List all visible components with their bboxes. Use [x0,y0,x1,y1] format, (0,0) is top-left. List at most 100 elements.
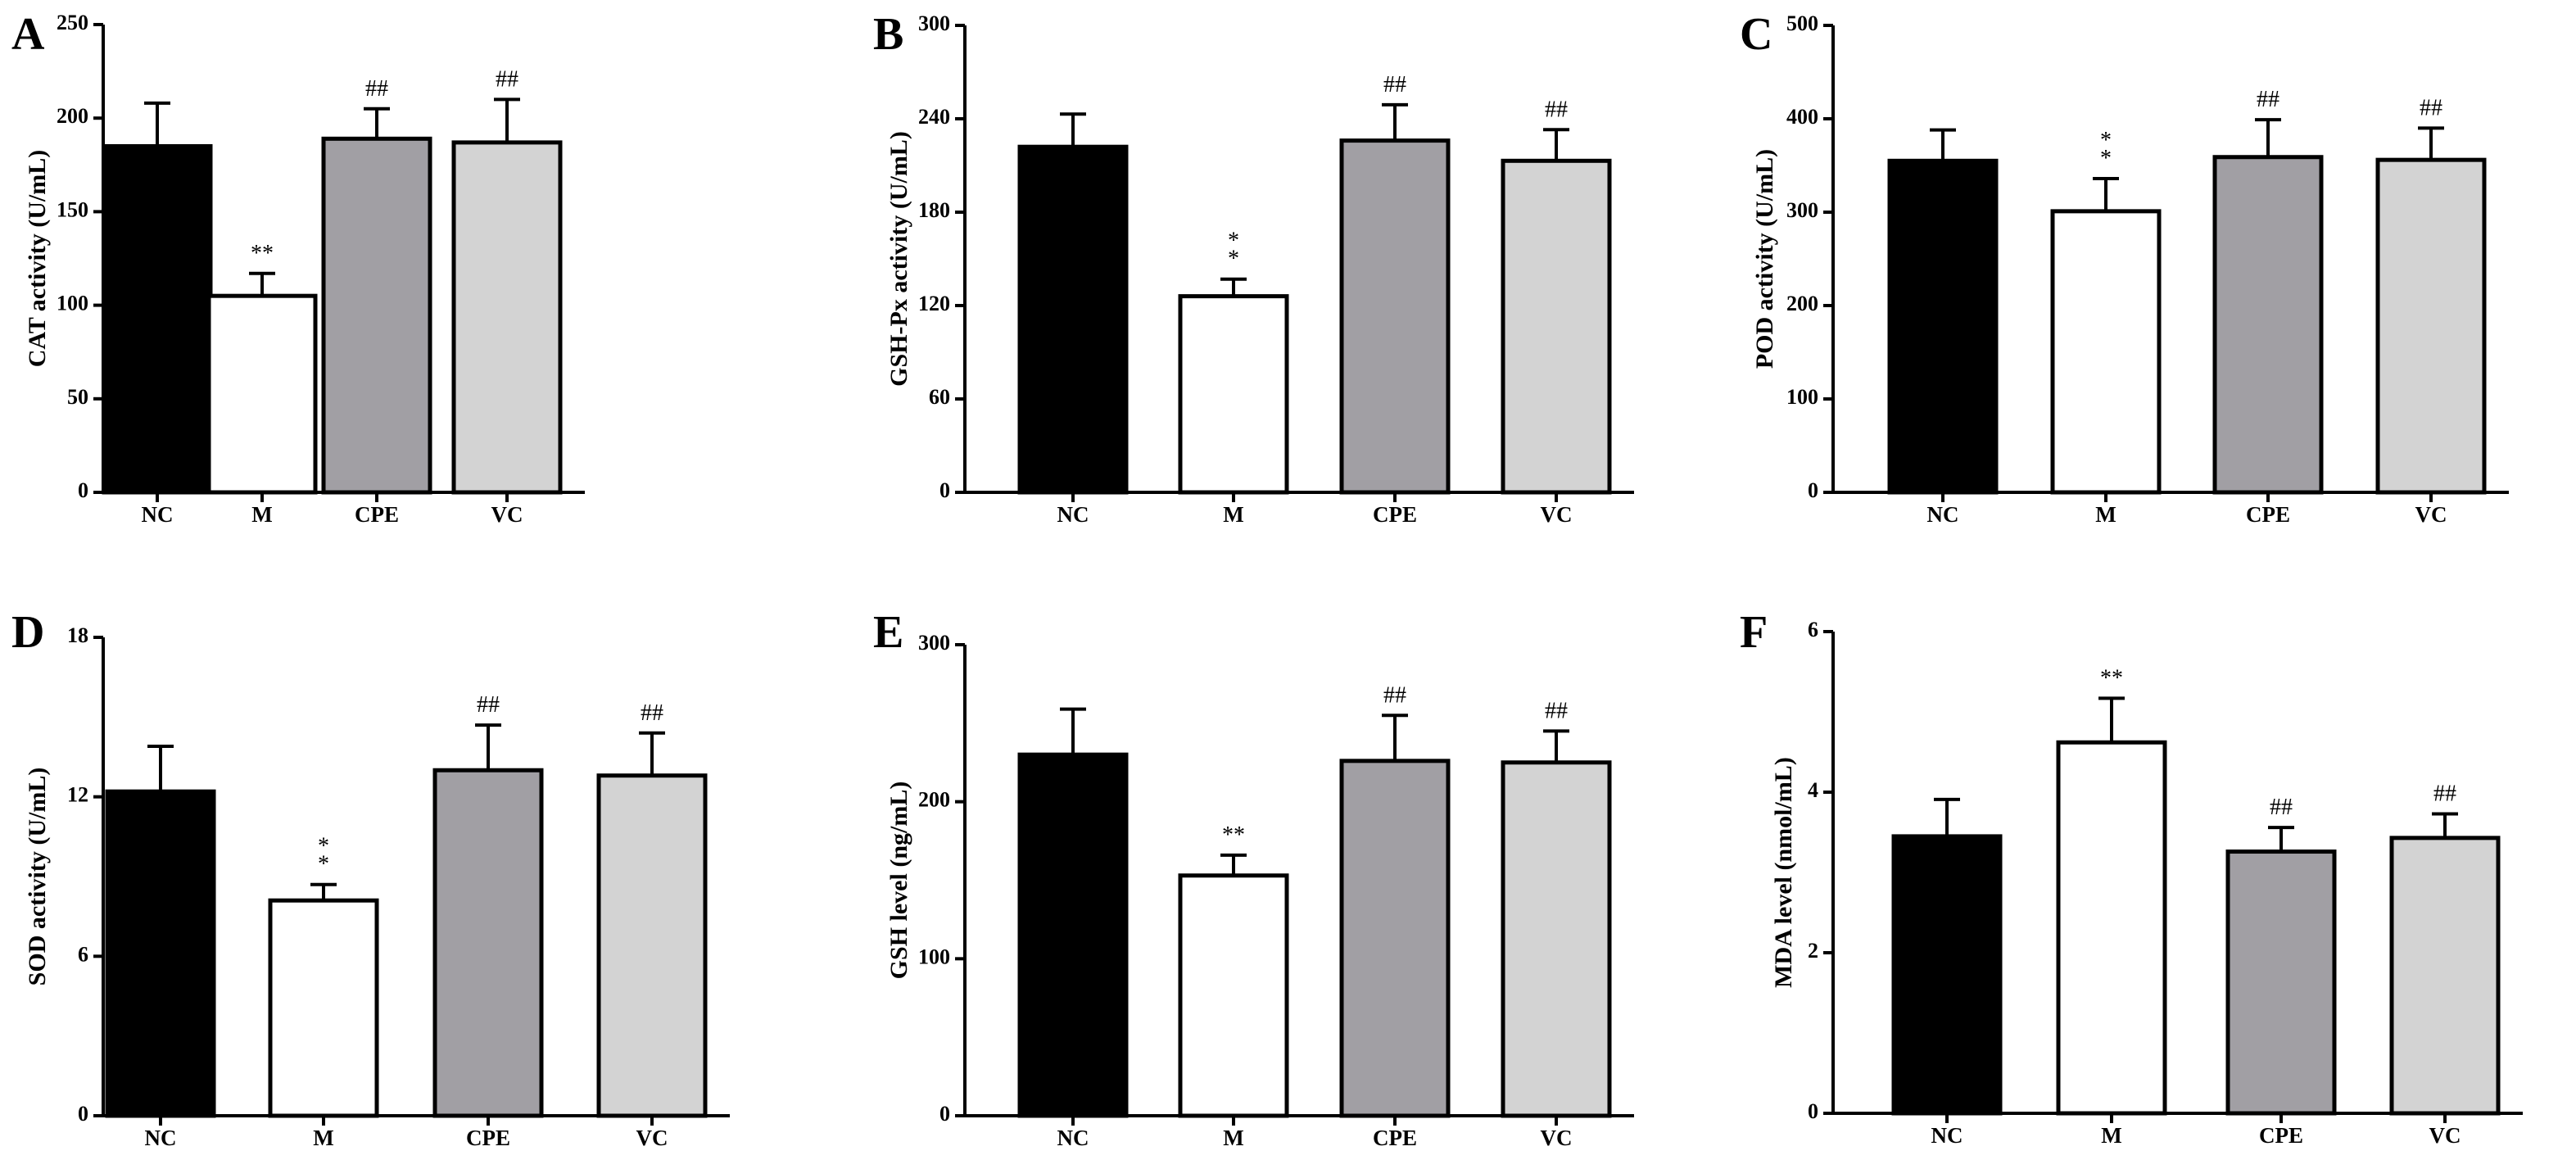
significance-d-m: * * [318,834,329,877]
significance-b-cpe: ## [1383,72,1406,97]
significance-c-vc: ## [2420,95,2442,120]
error-bar-d-cpe [475,723,501,771]
significance-a-cpe: ## [365,76,388,102]
y-tick-label-a-0: 0 [78,478,88,502]
y-tick-label-c-500: 500 [1786,11,1818,35]
error-bar-a-nc [144,101,170,147]
error-bar-b-m [1220,277,1247,297]
y-tick-label-f-0: 0 [1808,1099,1818,1123]
error-bar-e-nc [1060,707,1086,755]
bar-b-nc [1017,144,1129,495]
y-axis-label-b: GSH-Px activity (U/mL) [885,131,912,387]
bar-a-cpe [321,136,432,495]
x-tick-label-c-m: M [2095,502,2116,527]
bar-a-m [206,293,318,495]
error-bar-a-m [249,271,275,297]
error-bar-f-m [2098,696,2125,743]
bar-d-m [268,898,379,1118]
y-tick-label-c-400: 400 [1786,105,1818,129]
y-tick-label-a-50: 50 [67,385,88,409]
y-tick-label-f-2: 2 [1808,939,1818,963]
bar-d-cpe [432,768,544,1118]
error-bar-e-cpe [1382,714,1408,761]
y-tick-label-b-180: 180 [918,198,950,222]
x-tick-label-b-nc: NC [1057,502,1089,527]
error-bar-d-nc [147,745,174,792]
error-bar-a-vc [494,97,520,143]
x-tick-label-c-nc: NC [1927,502,1959,527]
significance-e-cpe: ## [1383,682,1406,708]
bar-c-cpe [2212,155,2324,495]
y-tick-label-e-200: 200 [918,788,950,812]
y-tick-label-b-60: 60 [929,385,950,409]
x-tick-label-e-vc: VC [1541,1126,1573,1150]
error-bar-f-vc [2432,812,2458,838]
x-tick-label-e-nc: NC [1057,1126,1089,1150]
y-tick-label-e-100: 100 [918,945,950,968]
panel-letter-e: E [873,607,903,658]
panel-c: C POD activity (U/mL) NC * * M ## CPE ## VC 0 100 20… [1740,9,2509,527]
x-tick-label-f-vc: VC [2429,1123,2461,1148]
bar-f-m [2056,740,2167,1116]
error-bar-d-m [310,882,337,901]
x-tick-label-f-m: M [2101,1123,2121,1148]
error-bar-b-cpe [1382,102,1408,141]
panel-b: B GSH-Px activity (U/mL) NC * * M ## CPE ## VC 0 60… [873,9,1634,527]
x-tick-label-c-vc: VC [2415,502,2447,527]
significance-e-vc: ## [1545,698,1568,723]
error-bar-a-cpe [364,106,390,139]
x-tick-label-b-vc: VC [1541,502,1573,527]
y-tick-label-b-300: 300 [918,11,950,35]
bar-b-cpe [1339,138,1451,495]
panel-f: F MDA level (nmol/mL) NC ** M ## CPE ## VC 0 2 4 6 [1740,607,2523,1148]
error-bar-b-vc [1543,128,1569,161]
bar-b-vc [1501,158,1612,495]
x-tick-label-a-vc: VC [491,502,523,527]
error-bar-c-cpe [2255,118,2281,157]
y-tick-label-c-300: 300 [1786,198,1818,222]
bar-d-nc [105,789,216,1118]
x-tick-label-a-cpe: CPE [355,502,399,527]
y-tick-label-f-4: 4 [1808,778,1818,802]
bar-e-nc [1017,752,1129,1118]
panel-e: E GSH level (ng/mL) NC ** M ## CPE ## VC 0 100 200 3… [873,607,1634,1150]
x-tick-label-d-nc: NC [145,1126,177,1150]
panel-letter-f: F [1740,607,1768,658]
x-tick-label-d-cpe: CPE [466,1126,510,1150]
bar-c-vc [2375,157,2487,495]
significance-a-m: ** [251,241,274,266]
x-tick-label-f-cpe: CPE [2259,1123,2303,1148]
x-tick-label-c-cpe: CPE [2246,502,2290,527]
significance-d-cpe: ## [477,692,500,718]
panel-a: A CAT activity (U/mL) NC ** M ## CPE ## VC 0 50 100… [11,9,585,527]
bar-c-nc [1887,158,1999,495]
error-bar-f-nc [1934,797,1960,836]
significance-b-vc: ## [1545,97,1568,122]
error-bar-e-vc [1543,729,1569,763]
y-tick-label-d-18: 18 [67,623,88,647]
bar-e-vc [1501,760,1612,1118]
x-tick-label-f-nc: NC [1931,1123,1963,1148]
x-tick-label-b-m: M [1223,502,1243,527]
x-tick-label-e-m: M [1223,1126,1243,1150]
significance-a-vc: ## [496,66,518,92]
significance-e-m: ** [1222,822,1245,848]
error-bar-b-nc [1060,112,1086,147]
error-bar-c-nc [1930,128,1956,161]
bar-d-vc [596,773,708,1118]
bar-c-m [2050,209,2162,495]
y-tick-label-c-100: 100 [1786,385,1818,409]
y-tick-label-a-100: 100 [57,292,88,315]
significance-b-m: * * [1228,229,1239,272]
bar-b-m [1178,294,1289,495]
significance-d-vc: ## [641,700,663,726]
significance-c-cpe: ## [2257,87,2279,112]
y-tick-label-d-0: 0 [78,1102,88,1126]
bar-a-vc [451,140,563,495]
bar-f-vc [2389,836,2501,1116]
significance-f-vc: ## [2433,781,2456,806]
y-tick-label-b-240: 240 [918,105,950,129]
y-tick-label-b-120: 120 [918,292,950,315]
significance-c-m: * * [2100,128,2112,171]
